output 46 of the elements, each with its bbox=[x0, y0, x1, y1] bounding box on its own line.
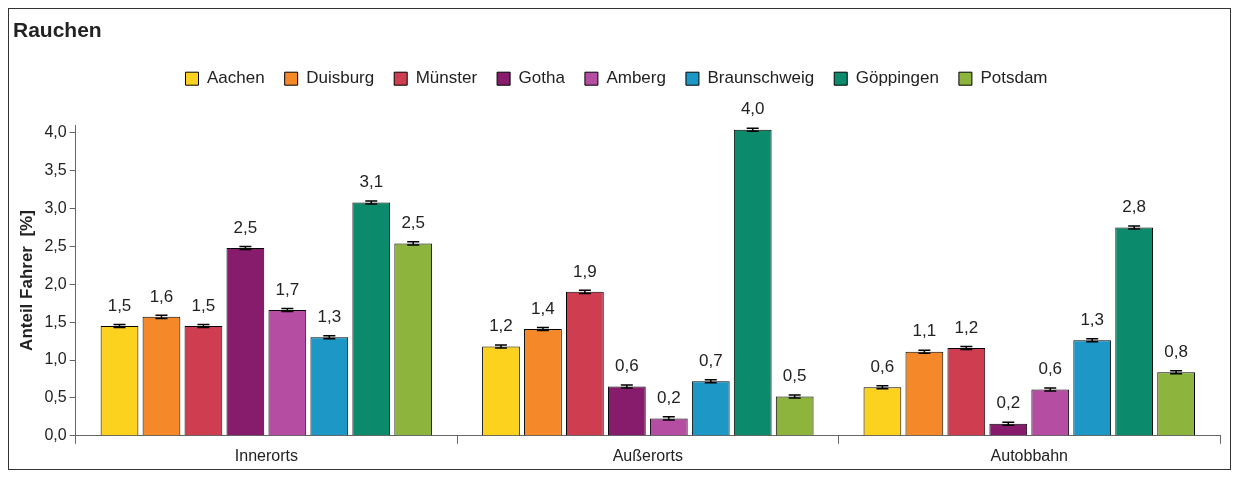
data-label: 1,3 bbox=[317, 306, 342, 326]
data-label: 1,6 bbox=[149, 286, 174, 306]
legend-label: Amberg bbox=[606, 68, 666, 88]
y-tick-label: 2,5 bbox=[44, 236, 67, 254]
legend-label: Potsdam bbox=[980, 68, 1048, 88]
data-label: 1,7 bbox=[275, 279, 300, 299]
data-label: 0,6 bbox=[870, 356, 895, 376]
y-tick-label: 0,0 bbox=[44, 426, 67, 444]
x-tick-label: Außerorts bbox=[612, 446, 683, 464]
data-label: 1,3 bbox=[1080, 310, 1105, 330]
legend-label: Braunschweig bbox=[707, 68, 815, 88]
data-label: 1,5 bbox=[107, 295, 132, 315]
y-tick-label: 0,5 bbox=[44, 388, 67, 406]
legend-label: Göppingen bbox=[855, 68, 939, 88]
chart-title: Rauchen bbox=[13, 18, 102, 42]
y-tick-label: 1,0 bbox=[44, 350, 67, 368]
legend-label: Münster bbox=[415, 68, 478, 88]
data-label: 0,5 bbox=[782, 366, 807, 386]
data-label: 0,6 bbox=[615, 356, 639, 376]
data-label: 1,9 bbox=[573, 261, 597, 281]
data-label: 3,1 bbox=[359, 172, 384, 192]
data-label: 2,8 bbox=[1122, 197, 1146, 217]
y-tick-label: 2,0 bbox=[44, 274, 67, 292]
data-label: 1,4 bbox=[531, 298, 555, 318]
data-label: 0,2 bbox=[656, 388, 681, 408]
y-tick-label: 4,0 bbox=[44, 123, 67, 141]
data-label: 1,2 bbox=[954, 317, 979, 337]
data-label: 0,2 bbox=[996, 393, 1021, 413]
y-tick-label: 3,5 bbox=[44, 161, 67, 179]
data-label: 0,7 bbox=[698, 350, 723, 370]
data-label: 2,5 bbox=[233, 217, 258, 237]
data-label: 1,2 bbox=[489, 316, 513, 336]
data-label: 0,6 bbox=[1038, 359, 1063, 379]
x-tick-label: Innerorts bbox=[234, 446, 298, 464]
data-label: 1,1 bbox=[912, 321, 937, 341]
y-tick-label: 1,5 bbox=[44, 312, 67, 330]
data-label: 0,8 bbox=[1164, 341, 1188, 361]
data-label: 1,5 bbox=[191, 295, 216, 315]
legend-label: Gotha bbox=[518, 68, 566, 88]
y-axis-title: Anteil Fahrer [%] bbox=[16, 210, 36, 351]
legend-label: Aachen bbox=[207, 68, 265, 88]
data-label: 2,5 bbox=[401, 213, 426, 233]
y-tick-label: 3,0 bbox=[44, 198, 67, 216]
data-label: 4,0 bbox=[740, 99, 765, 119]
legend-label: Duisburg bbox=[306, 68, 375, 88]
x-tick-label: Autobbahn bbox=[990, 446, 1068, 464]
